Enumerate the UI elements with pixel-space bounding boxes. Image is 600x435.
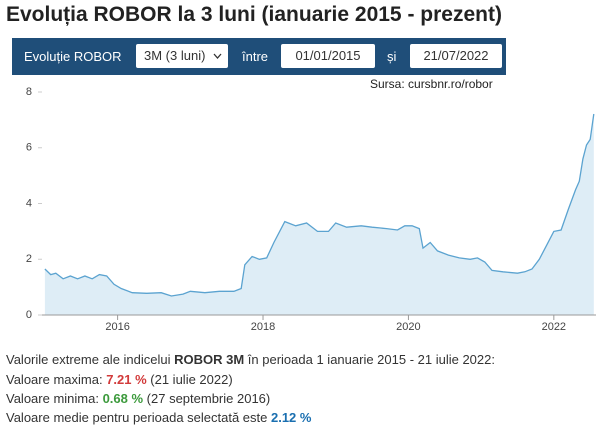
- max-value: 7.21 %: [106, 372, 147, 387]
- y-tick-label: 6: [26, 142, 32, 154]
- text: (21 iulie 2022): [146, 372, 233, 387]
- summary-min: Valoare minima: 0.68 % (27 septembrie 20…: [6, 391, 270, 406]
- end-date-input[interactable]: 21/07/2022: [410, 44, 502, 68]
- text: Valorile extreme ale indicelui: [6, 352, 175, 367]
- text: în perioada 1 ianuarie 2015 - 21 iulie 2…: [244, 352, 495, 367]
- and-label: și: [387, 49, 397, 64]
- y-tick-label: 8: [26, 86, 32, 98]
- chart: 0 2 4 6 8 2016 2018 2020 2022: [26, 86, 596, 333]
- text: Valoare minima:: [6, 391, 103, 406]
- text: Valoare maxima:: [6, 372, 107, 387]
- source: Sursa: cursbnr.ro/robor: [370, 77, 493, 91]
- x-tick-label: 2020: [396, 321, 420, 333]
- index-name: ROBOR 3M: [174, 352, 245, 367]
- title: Evoluția ROBOR la 3 luni (ianuarie 2015 …: [6, 3, 502, 26]
- control-label: Evoluție ROBOR: [24, 49, 122, 64]
- period-select[interactable]: 3M (3 luni): [136, 44, 228, 68]
- x-tick-label: 2022: [542, 321, 566, 333]
- summary-mean: Valoare medie pentru perioada selectată …: [6, 410, 311, 425]
- summary-max: Valoare maxima: 7.21 % (21 iulie 2022): [6, 372, 233, 387]
- start-date-input[interactable]: 01/01/2015: [281, 44, 375, 68]
- text: (27 septembrie 2016): [143, 391, 271, 406]
- mean-value: 2.12 %: [270, 410, 312, 425]
- text: Valoare medie pentru perioada selectată …: [6, 410, 271, 425]
- chevron: [213, 53, 222, 59]
- min-value: 0.68 %: [102, 391, 144, 406]
- y-tick-label: 0: [26, 309, 32, 321]
- select-text: 3M (3 luni): [144, 48, 206, 63]
- x-tick-label: 2016: [105, 321, 129, 333]
- area-line: [44, 113, 595, 297]
- summary-intro: Valorile extreme ale indicelui ROBOR 3M …: [6, 352, 495, 367]
- y-tick-label: 4: [26, 197, 32, 209]
- area-fill: [44, 114, 594, 315]
- controls-bar: Evoluție ROBOR 3M (3 luni) între 01/01/2…: [12, 38, 506, 75]
- x-tick-label: 2018: [251, 321, 275, 333]
- between-label: între: [242, 49, 269, 64]
- y-tick-label: 2: [26, 253, 32, 265]
